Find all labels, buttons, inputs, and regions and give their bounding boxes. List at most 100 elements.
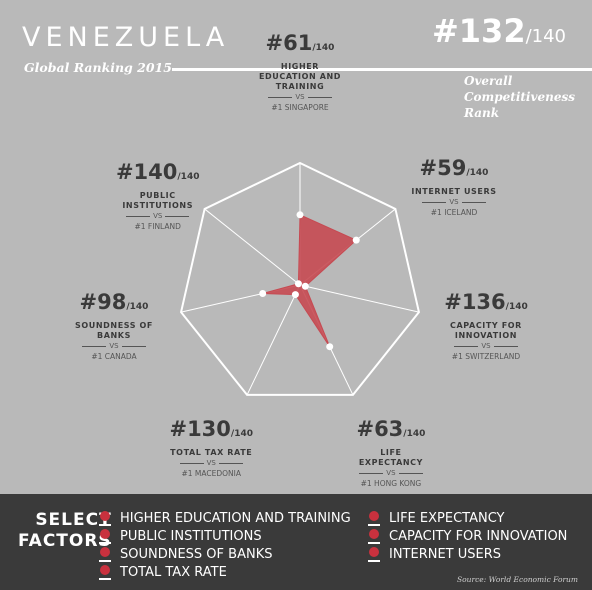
radar-data-point bbox=[352, 236, 360, 244]
factor-selector: SELECT FACTORS HIGHER EDUCATION AND TRAI… bbox=[0, 494, 592, 590]
factor-rank: #63/140 bbox=[321, 417, 461, 446]
factor-vs: VS bbox=[321, 469, 461, 478]
chart-panel: VENEZUELA Global Ranking 2015 #132/140 O… bbox=[22, 12, 592, 489]
select-title-line: SELECT bbox=[35, 510, 112, 530]
factor-vs: VS bbox=[230, 93, 370, 102]
country-title: VENEZUELA bbox=[22, 22, 230, 53]
factor-rank-of: /140 bbox=[177, 172, 200, 183]
factor-rank-value: #61 bbox=[265, 31, 313, 55]
factor-rank-of: /140 bbox=[126, 301, 149, 312]
factor-option-label: SOUNDNESS OF BANKS bbox=[120, 546, 273, 562]
factor-name: HIGHER EDUCATION AND TRAINING bbox=[258, 62, 342, 91]
factor-best-country: #1 SWITZERLAND bbox=[451, 351, 521, 361]
factor-name: CAPACITY FOR INNOVATION bbox=[450, 320, 522, 340]
factor-rank-value: #63 bbox=[356, 416, 404, 441]
factor-rank-of: /140 bbox=[403, 428, 426, 439]
factor-rank: #136/140 bbox=[416, 290, 556, 319]
factor-best-country: #1 SINGAPORE bbox=[271, 103, 329, 112]
factor-name: TOTAL TAX RATE bbox=[170, 448, 253, 458]
global-ranking-subtitle: Global Ranking 2015 bbox=[24, 60, 172, 75]
radar-spoke bbox=[204, 208, 301, 286]
factor-option-life-expectancy[interactable]: LIFE EXPECTANCY bbox=[368, 509, 505, 527]
factor-label: #140/140 PUBLIC INSTITUTIONS VS #1 FINLAND bbox=[88, 160, 228, 232]
factor-rank: #61/140 bbox=[230, 31, 370, 60]
factor-label: #130/140 TOTAL TAX RATE VS #1 MACEDONIA bbox=[141, 417, 281, 479]
factor-vs: VS bbox=[44, 342, 184, 351]
overall-rank: #132/140 bbox=[432, 12, 566, 50]
selected-dot-icon bbox=[369, 547, 379, 557]
factor-option-public-institutions[interactable]: PUBLIC INSTITUTIONS bbox=[99, 527, 262, 545]
header-rule bbox=[172, 68, 592, 71]
factor-option-total-tax-rate[interactable]: TOTAL TAX RATE bbox=[99, 563, 227, 581]
factor-option-label: TOTAL TAX RATE bbox=[120, 564, 227, 580]
factor-rank-value: #136 bbox=[444, 289, 506, 314]
option-marker bbox=[99, 509, 112, 527]
factor-name: SOUNDNESS OF BANKS bbox=[75, 320, 153, 340]
factor-option-label: CAPACITY FOR INNOVATION bbox=[389, 528, 568, 544]
overall-rank-of: /140 bbox=[525, 26, 566, 47]
option-marker bbox=[368, 545, 381, 563]
overall-label-line: Overall bbox=[464, 74, 513, 88]
radar-data-point bbox=[294, 280, 302, 288]
selected-dot-icon bbox=[100, 511, 110, 521]
factor-rank: #59/140 bbox=[384, 156, 524, 185]
factor-best-country: #1 MACEDONIA bbox=[181, 469, 241, 479]
overall-label-line: Competitiveness bbox=[464, 90, 575, 104]
factor-vs: VS bbox=[416, 342, 556, 351]
factor-name: LIFE EXPECTANCY bbox=[358, 447, 424, 467]
factor-name: PUBLIC INSTITUTIONS bbox=[122, 191, 194, 211]
factor-rank: #130/140 bbox=[141, 417, 281, 446]
factor-rank-of: /140 bbox=[505, 301, 528, 312]
radar-outline bbox=[179, 161, 421, 396]
factor-label: #63/140 LIFE EXPECTANCY VS #1 HONG KONG bbox=[321, 417, 461, 489]
factor-rank: #98/140 bbox=[44, 290, 184, 319]
overall-label-line: Rank bbox=[464, 106, 500, 120]
factor-name: INTERNET USERS bbox=[411, 187, 497, 197]
factor-option-internet-users[interactable]: INTERNET USERS bbox=[368, 545, 501, 563]
radar-spoke bbox=[299, 284, 420, 313]
selected-dot-icon bbox=[369, 529, 379, 539]
factor-vs: VS bbox=[141, 459, 281, 468]
factor-best-country: #1 FINLAND bbox=[134, 222, 181, 232]
factor-rank-value: #98 bbox=[79, 289, 127, 314]
factor-best-country: #1 CANADA bbox=[91, 351, 137, 361]
overall-rank-label: Overall Competitiveness Rank bbox=[464, 73, 592, 121]
select-title-line: FACTORS bbox=[18, 531, 112, 551]
factor-label: #61/140 HIGHER EDUCATION AND TRAINING VS #1 S… bbox=[230, 31, 370, 113]
factor-option-label: HIGHER EDUCATION AND TRAINING bbox=[120, 510, 351, 526]
select-factors-title: SELECT FACTORS bbox=[18, 510, 112, 552]
factor-label: #59/140 INTERNET USERS VS #1 ICELAND bbox=[384, 156, 524, 218]
factor-label: #136/140 CAPACITY FOR INNOVATION VS #1 SWITZ… bbox=[416, 290, 556, 362]
radar-data-point bbox=[301, 282, 309, 290]
radar-data-point bbox=[291, 291, 299, 299]
selected-dot-icon bbox=[100, 547, 110, 557]
radar-data-area bbox=[262, 214, 358, 347]
selected-dot-icon bbox=[100, 565, 110, 575]
factor-option-label: INTERNET USERS bbox=[389, 546, 502, 562]
factor-rank: #140/140 bbox=[88, 160, 228, 189]
overall-rank-value: #132 bbox=[431, 12, 526, 50]
selected-dot-icon bbox=[369, 511, 379, 521]
factor-vs: VS bbox=[384, 198, 524, 207]
selected-dot-icon bbox=[100, 529, 110, 539]
factor-option-capacity-for-innovation[interactable]: CAPACITY FOR INNOVATION bbox=[368, 527, 567, 545]
option-marker bbox=[99, 563, 112, 581]
radar-spoke bbox=[246, 284, 301, 396]
factor-rank-value: #140 bbox=[115, 160, 178, 185]
option-marker bbox=[99, 527, 112, 545]
factor-rank-value: #59 bbox=[419, 156, 467, 181]
factor-best-country: #1 ICELAND bbox=[430, 208, 478, 218]
source-note: Source: World Economic Forum bbox=[457, 575, 578, 584]
factor-option-higher-education[interactable]: HIGHER EDUCATION AND TRAINING bbox=[99, 509, 351, 527]
factor-rank-of: /140 bbox=[230, 429, 253, 440]
factor-best-country: #1 HONG KONG bbox=[360, 478, 422, 488]
factor-option-label: LIFE EXPECTANCY bbox=[389, 510, 505, 526]
factor-vs: VS bbox=[88, 212, 228, 221]
factor-rank-value: #130 bbox=[169, 417, 231, 442]
factor-option-soundness-of-banks[interactable]: SOUNDNESS OF BANKS bbox=[99, 545, 272, 563]
factor-rank-of: /140 bbox=[312, 43, 335, 53]
radar-chart bbox=[179, 161, 421, 396]
radar-data-point bbox=[259, 290, 267, 298]
option-marker bbox=[368, 509, 381, 527]
radar-data-point bbox=[326, 343, 334, 351]
